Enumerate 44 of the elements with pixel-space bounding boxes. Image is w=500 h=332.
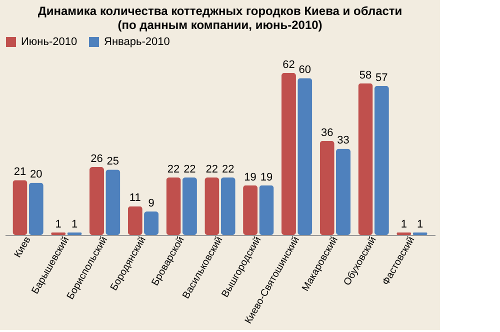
bar	[336, 148, 351, 235]
bar	[298, 78, 312, 235]
data-label: 19	[244, 171, 256, 184]
data-label: 20	[30, 168, 42, 181]
data-label: 9	[148, 197, 154, 210]
text: Динамика количества коттеджных городков Киева и области	[38, 4, 402, 18]
data-label: 60	[298, 64, 311, 76]
bar	[204, 177, 220, 235]
data-label: 62	[282, 58, 295, 71]
data-label: 58	[359, 69, 372, 82]
bar	[144, 211, 159, 235]
bar	[28, 182, 44, 235]
data-label: 22	[222, 163, 234, 176]
data-label: 1	[71, 218, 78, 230]
data-label: 22	[206, 163, 218, 176]
bar	[259, 185, 274, 235]
data-label: 33	[337, 134, 350, 147]
bar	[374, 86, 389, 235]
legend-label: Июнь-2010	[21, 36, 78, 48]
data-label: 1	[55, 218, 62, 230]
data-label: 21	[14, 166, 26, 178]
bar	[243, 185, 258, 235]
bar	[182, 177, 197, 235]
data-label: 1	[400, 218, 407, 230]
bar	[281, 72, 296, 235]
data-label: 36	[320, 126, 334, 139]
legend-label: Январь-2010	[104, 36, 170, 48]
bar	[320, 140, 334, 235]
data-label: 26	[90, 153, 103, 165]
data-label: 11	[129, 192, 141, 204]
data-label: 1	[416, 218, 424, 230]
bar	[358, 83, 373, 235]
data-label: 25	[106, 156, 120, 168]
bar	[106, 170, 120, 235]
bar	[89, 167, 104, 235]
data-label: 22	[167, 163, 180, 176]
bar	[220, 177, 236, 235]
data-label: 22	[184, 163, 196, 176]
data-label: 19	[260, 171, 273, 184]
text: (по данным компании, июнь-2010)	[118, 18, 322, 32]
data-label: 57	[376, 72, 388, 84]
bar	[128, 206, 142, 235]
bar	[166, 177, 181, 235]
bar	[12, 180, 28, 235]
